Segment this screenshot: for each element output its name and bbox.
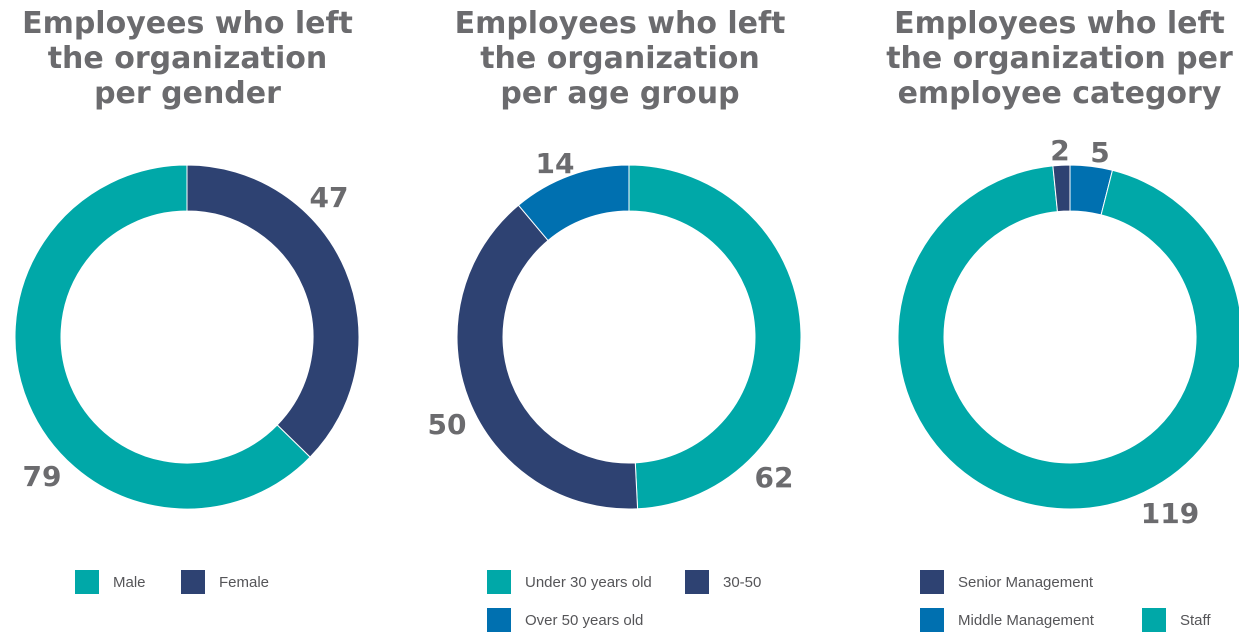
legend-swatch-middle-management: [920, 608, 944, 632]
legend-swatch-senior-management: [920, 570, 944, 594]
legend-label: Under 30 years old: [525, 574, 652, 591]
legend-label: Female: [219, 574, 269, 591]
legend-swatch-over-50: [487, 608, 511, 632]
chart-panel-age-group: Employees who left the organization per …: [420, 0, 820, 633]
legend-label: 30-50: [723, 574, 761, 591]
legend-label: Middle Management: [958, 612, 1094, 629]
legend-item-male: Male: [75, 570, 146, 594]
legend-item-under-30: Under 30 years old: [487, 570, 652, 594]
legend-swatch-female: [181, 570, 205, 594]
legend-item-30-50: 30-50: [685, 570, 761, 594]
legend-swatch-male: [75, 570, 99, 594]
chart-panel-gender: Employees who left the organization per …: [0, 0, 375, 633]
chart-panel-employee-category: Employees who left the organization per …: [880, 0, 1239, 633]
legend-item-middle-management: Middle Management: [920, 608, 1094, 632]
legend-label: Male: [113, 574, 146, 591]
legend: Male Female: [0, 0, 375, 633]
legend-label: Senior Management: [958, 574, 1093, 591]
legend-item-over-50: Over 50 years old: [487, 608, 643, 632]
legend-swatch-30-50: [685, 570, 709, 594]
legend-label: Staff: [1180, 612, 1211, 629]
legend: Senior Management Middle Management Staf…: [880, 0, 1239, 633]
legend-item-female: Female: [181, 570, 269, 594]
legend-label: Over 50 years old: [525, 612, 643, 629]
legend-item-senior-management: Senior Management: [920, 570, 1093, 594]
legend-swatch-under-30: [487, 570, 511, 594]
legend-item-staff: Staff: [1142, 608, 1211, 632]
legend: Under 30 years old 30-50 Over 50 years o…: [420, 0, 820, 633]
legend-swatch-staff: [1142, 608, 1166, 632]
